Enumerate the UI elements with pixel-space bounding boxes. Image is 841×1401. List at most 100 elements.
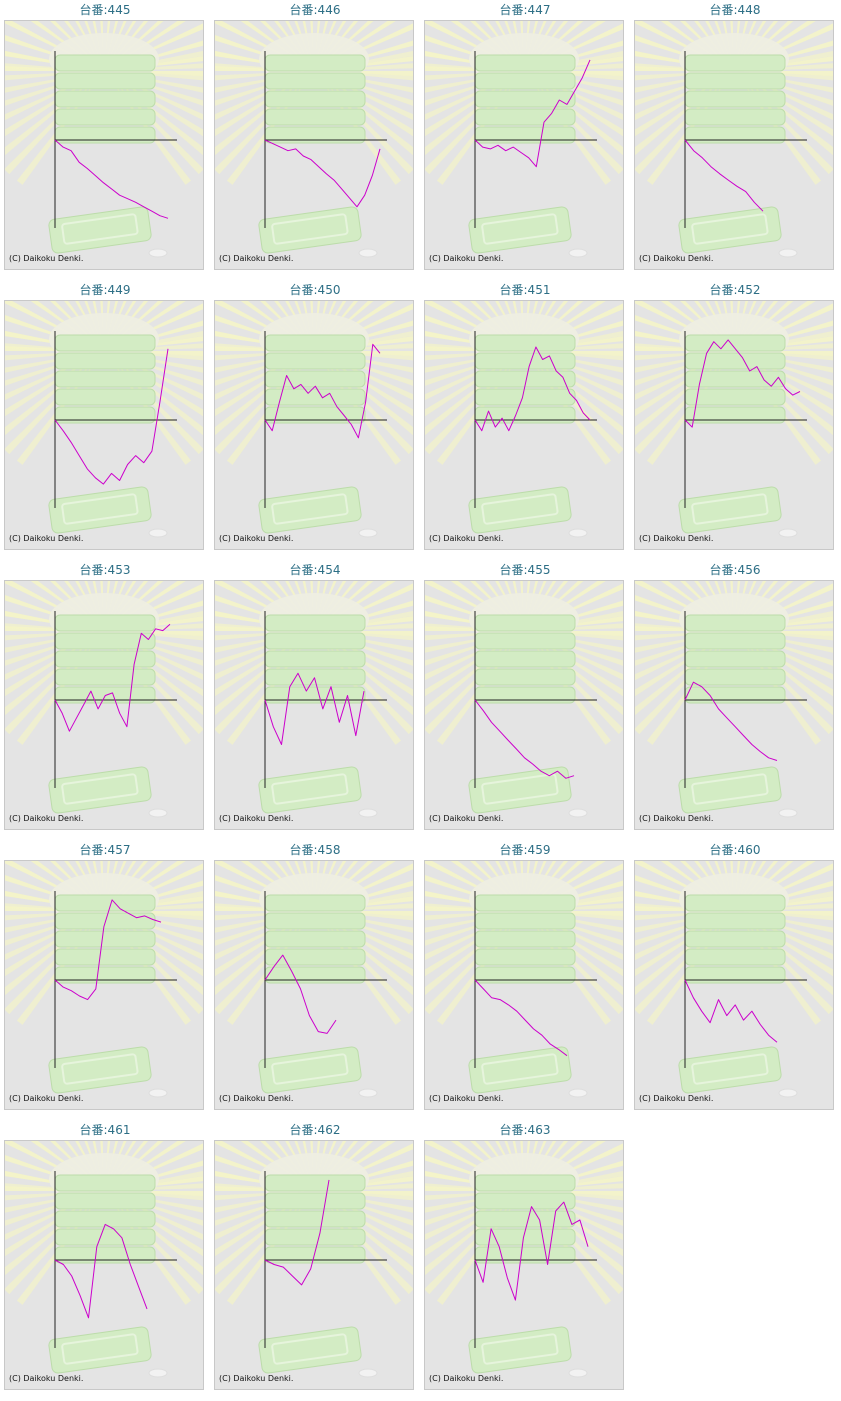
chart-cell: 台番:462 (C) Daikoku Denki. bbox=[210, 1120, 420, 1400]
copyright-text: (C) Daikoku Denki. bbox=[639, 814, 714, 823]
series-line bbox=[264, 343, 381, 439]
chart-svg bbox=[635, 21, 833, 258]
copyright-text: (C) Daikoku Denki. bbox=[9, 814, 84, 823]
machine-illustration bbox=[215, 581, 413, 818]
chart-svg bbox=[5, 301, 203, 538]
chart-panel: (C) Daikoku Denki. bbox=[214, 860, 414, 1110]
chart-panel: (C) Daikoku Denki. bbox=[214, 20, 414, 270]
chart-panel: (C) Daikoku Denki. bbox=[424, 20, 624, 270]
machine-illustration bbox=[425, 1141, 623, 1378]
series-line bbox=[474, 699, 575, 779]
chart-svg bbox=[215, 581, 413, 818]
machine-illustration bbox=[5, 1141, 203, 1378]
copyright-text: (C) Daikoku Denki. bbox=[219, 814, 294, 823]
machine-illustration bbox=[215, 861, 413, 1098]
machine-illustration bbox=[5, 301, 203, 538]
chart-title: 台番:455 bbox=[499, 563, 551, 577]
chart-panel: (C) Daikoku Denki. bbox=[424, 860, 624, 1110]
chart-svg bbox=[5, 581, 203, 818]
chart-svg bbox=[425, 301, 623, 538]
machine-illustration bbox=[425, 581, 623, 818]
copyright-text: (C) Daikoku Denki. bbox=[429, 1374, 504, 1383]
chart-svg bbox=[215, 301, 413, 538]
chart-cell: 台番:445 (C) Daikoku Denki. bbox=[0, 0, 210, 280]
series-line bbox=[264, 954, 337, 1034]
chart-svg bbox=[215, 1141, 413, 1378]
chart-panel: (C) Daikoku Denki. bbox=[4, 860, 204, 1110]
series-line bbox=[54, 139, 169, 219]
chart-title: 台番:446 bbox=[289, 3, 341, 17]
chart-title: 台番:448 bbox=[709, 3, 761, 17]
chart-title: 台番:447 bbox=[499, 3, 551, 17]
chart-title: 台番:450 bbox=[289, 283, 341, 297]
chart-cell: 台番:452 (C) Daikoku Denki. bbox=[630, 280, 840, 560]
chart-cell: 台番:461 (C) Daikoku Denki. bbox=[0, 1120, 210, 1400]
chart-cell: 台番:458 (C) Daikoku Denki. bbox=[210, 840, 420, 1120]
copyright-text: (C) Daikoku Denki. bbox=[429, 814, 504, 823]
chart-title: 台番:451 bbox=[499, 283, 551, 297]
series-line bbox=[684, 339, 801, 428]
machine-illustration bbox=[635, 21, 833, 258]
chart-panel: (C) Daikoku Denki. bbox=[4, 20, 204, 270]
copyright-text: (C) Daikoku Denki. bbox=[219, 1094, 294, 1103]
chart-title: 台番:453 bbox=[79, 563, 131, 577]
series-line bbox=[264, 139, 381, 208]
chart-svg bbox=[5, 21, 203, 258]
chart-panel: (C) Daikoku Denki. bbox=[634, 580, 834, 830]
copyright-text: (C) Daikoku Denki. bbox=[219, 254, 294, 263]
machine-illustration bbox=[5, 581, 203, 818]
chart-panel: (C) Daikoku Denki. bbox=[634, 20, 834, 270]
series-line bbox=[684, 681, 778, 761]
machine-illustration bbox=[215, 301, 413, 538]
chart-panel: (C) Daikoku Denki. bbox=[214, 300, 414, 550]
chart-svg bbox=[425, 861, 623, 1098]
chart-cell: 台番:448 (C) Daikoku Denki. bbox=[630, 0, 840, 280]
chart-title: 台番:462 bbox=[289, 1123, 341, 1137]
chart-title: 台番:459 bbox=[499, 843, 551, 857]
chart-svg bbox=[425, 581, 623, 818]
chart-svg bbox=[635, 861, 833, 1098]
copyright-text: (C) Daikoku Denki. bbox=[9, 1094, 84, 1103]
chart-panel: (C) Daikoku Denki. bbox=[214, 580, 414, 830]
chart-title: 台番:456 bbox=[709, 563, 761, 577]
chart-cell: 台番:449 (C) Daikoku Denki. bbox=[0, 280, 210, 560]
series-line bbox=[54, 899, 162, 1001]
chart-cell: 台番:459 (C) Daikoku Denki. bbox=[420, 840, 630, 1120]
chart-panel: (C) Daikoku Denki. bbox=[424, 300, 624, 550]
chart-title: 台番:454 bbox=[289, 563, 341, 577]
machine-illustration bbox=[425, 21, 623, 258]
machine-illustration bbox=[425, 301, 623, 538]
chart-cell: 台番:450 (C) Daikoku Denki. bbox=[210, 280, 420, 560]
series-line bbox=[474, 1201, 589, 1301]
series-line bbox=[474, 346, 591, 432]
machine-illustration bbox=[635, 301, 833, 538]
copyright-text: (C) Daikoku Denki. bbox=[219, 1374, 294, 1383]
chart-cell: 台番:453 (C) Daikoku Denki. bbox=[0, 560, 210, 840]
chart-cell: 台番:446 (C) Daikoku Denki. bbox=[210, 0, 420, 280]
chart-cell: 台番:447 (C) Daikoku Denki. bbox=[420, 0, 630, 280]
chart-svg bbox=[635, 301, 833, 538]
chart-svg bbox=[215, 861, 413, 1098]
series-line bbox=[54, 348, 169, 485]
copyright-text: (C) Daikoku Denki. bbox=[9, 534, 84, 543]
series-line bbox=[474, 979, 568, 1057]
machine-illustration bbox=[635, 581, 833, 818]
copyright-text: (C) Daikoku Denki. bbox=[429, 534, 504, 543]
chart-title: 台番:463 bbox=[499, 1123, 551, 1137]
chart-cell: 台番:455 (C) Daikoku Denki. bbox=[420, 560, 630, 840]
series-line bbox=[54, 623, 171, 732]
chart-svg bbox=[5, 1141, 203, 1378]
chart-svg bbox=[215, 21, 413, 258]
chart-title: 台番:445 bbox=[79, 3, 131, 17]
copyright-text: (C) Daikoku Denki. bbox=[429, 1094, 504, 1103]
chart-svg bbox=[635, 581, 833, 818]
series-line bbox=[684, 139, 764, 212]
chart-cell: 台番:463 (C) Daikoku Denki. bbox=[420, 1120, 630, 1400]
chart-title: 台番:457 bbox=[79, 843, 131, 857]
chart-svg bbox=[425, 1141, 623, 1378]
chart-cell: 台番:456 (C) Daikoku Denki. bbox=[630, 560, 840, 840]
series-line bbox=[54, 1223, 148, 1319]
machine-illustration bbox=[5, 861, 203, 1098]
copyright-text: (C) Daikoku Denki. bbox=[219, 534, 294, 543]
